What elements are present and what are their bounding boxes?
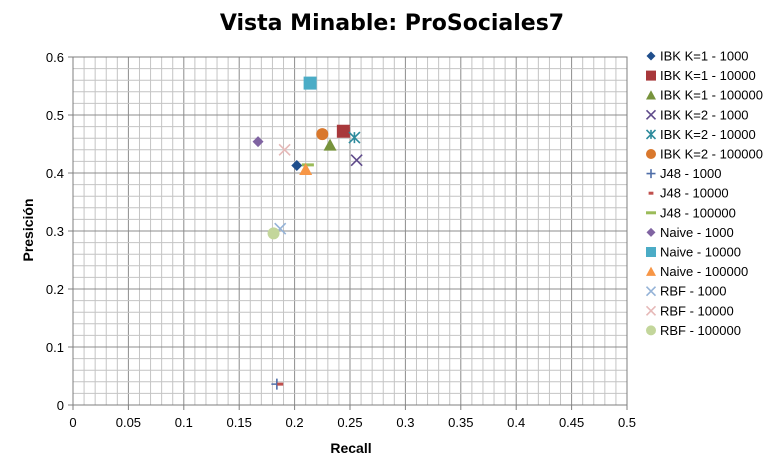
legend-item: J48 - 1000 <box>646 166 721 181</box>
x-tick-label: 0.2 <box>286 415 304 430</box>
legend-item: IBK K=2 - 100000 <box>646 147 763 162</box>
data-point-8 <box>277 382 284 386</box>
legend-label: IBK K=1 - 1000 <box>660 49 749 64</box>
legend-marker <box>646 247 656 257</box>
data-point-3 <box>323 138 337 151</box>
legend-item: Naive - 100000 <box>646 264 748 279</box>
legend-marker <box>646 325 656 336</box>
data-point-5 <box>348 131 361 144</box>
data-points <box>252 76 363 390</box>
legend-item: IBK K=2 - 1000 <box>645 107 749 122</box>
legend-item: Naive - 1000 <box>646 225 734 240</box>
x-axis-title: Recall <box>330 440 371 456</box>
data-point-10 <box>252 136 264 148</box>
legend-item: IBK K=1 - 1000 <box>646 49 749 64</box>
x-tick-label: 0.35 <box>448 415 473 430</box>
legend-item: IBK K=1 - 100000 <box>646 88 763 103</box>
legend-item: J48 - 100000 <box>646 205 736 220</box>
legend-label: Naive - 10000 <box>660 245 741 260</box>
legend-marker <box>646 70 656 81</box>
data-point-14 <box>278 143 291 156</box>
legend-marker <box>648 191 654 195</box>
legend-label: J48 - 1000 <box>660 166 721 181</box>
legend-item: J48 - 10000 <box>648 186 729 201</box>
data-point-12 <box>299 163 313 176</box>
legend-item: RBF - 1000 <box>645 284 726 299</box>
legend-label: J48 - 10000 <box>660 186 729 201</box>
legend-item: RBF - 10000 <box>645 303 734 318</box>
legend-label: RBF - 10000 <box>660 303 734 318</box>
x-tick-label: 0.05 <box>116 415 141 430</box>
x-tick-label: 0.3 <box>396 415 414 430</box>
y-tick-label: 0.2 <box>46 282 64 297</box>
data-point-15 <box>267 227 280 240</box>
legend-label: J48 - 100000 <box>660 205 736 220</box>
legend-label: IBK K=2 - 10000 <box>660 127 756 142</box>
legend-label: IBK K=2 - 1000 <box>660 107 749 122</box>
data-point-11 <box>303 76 317 90</box>
legend-label: RBF - 1000 <box>660 284 726 299</box>
legend-label: RBF - 100000 <box>660 323 741 338</box>
legend-item: IBK K=1 - 10000 <box>646 68 756 83</box>
plot-grid <box>72 56 628 406</box>
legend-item: RBF - 100000 <box>646 323 741 338</box>
x-tick-label: 0.15 <box>227 415 252 430</box>
legend-marker <box>646 211 656 215</box>
x-tick-label: 0.45 <box>559 415 584 430</box>
x-axis: 0 0.05 0.1 0.15 0.2 0.25 0.3 0.35 0.4 0.45 0.5 <box>69 405 636 430</box>
legend-marker <box>646 51 656 61</box>
x-tick-label: 0 <box>69 415 76 430</box>
y-tick-label: 0.3 <box>46 224 64 239</box>
y-axis: 0 0.1 0.2 0.3 0.4 0.5 0.6 <box>46 50 73 413</box>
y-tick-label: 0.6 <box>46 50 64 65</box>
legend-marker <box>645 109 657 120</box>
data-point-6 <box>316 128 329 141</box>
y-axis-title: Presición <box>20 198 36 261</box>
data-point-2 <box>336 124 350 138</box>
legend-marker <box>645 305 657 316</box>
legend-marker <box>646 227 656 237</box>
chart-title: Vista Minable: ProSociales7 <box>220 11 564 36</box>
data-point-1 <box>291 159 303 171</box>
x-tick-label: 0.25 <box>337 415 362 430</box>
legend: IBK K=1 - 1000 IBK K=1 - 10000 IBK K=1 - 1… <box>645 49 763 338</box>
legend-item: IBK K=2 - 10000 <box>645 127 756 142</box>
legend-marker <box>646 266 656 276</box>
y-tick-label: 0.1 <box>46 340 64 355</box>
legend-label: IBK K=1 - 100000 <box>660 88 763 103</box>
y-tick-label: 0.5 <box>46 108 64 123</box>
legend-marker <box>645 129 657 140</box>
y-tick-label: 0.4 <box>46 166 64 181</box>
data-point-9 <box>301 163 314 167</box>
legend-marker <box>645 286 657 297</box>
x-tick-label: 0.1 <box>175 415 193 430</box>
legend-item: Naive - 10000 <box>646 245 741 260</box>
legend-label: Naive - 1000 <box>660 225 734 240</box>
x-tick-label: 0.5 <box>618 415 636 430</box>
legend-marker <box>646 169 656 179</box>
legend-label: IBK K=1 - 10000 <box>660 68 756 83</box>
legend-label: Naive - 100000 <box>660 264 748 279</box>
x-tick-label: 0.4 <box>507 415 525 430</box>
legend-marker <box>646 90 656 100</box>
y-tick-label: 0 <box>57 398 64 413</box>
legend-marker <box>646 149 656 159</box>
data-point-4 <box>350 154 363 167</box>
legend-label: IBK K=2 - 100000 <box>660 147 763 162</box>
